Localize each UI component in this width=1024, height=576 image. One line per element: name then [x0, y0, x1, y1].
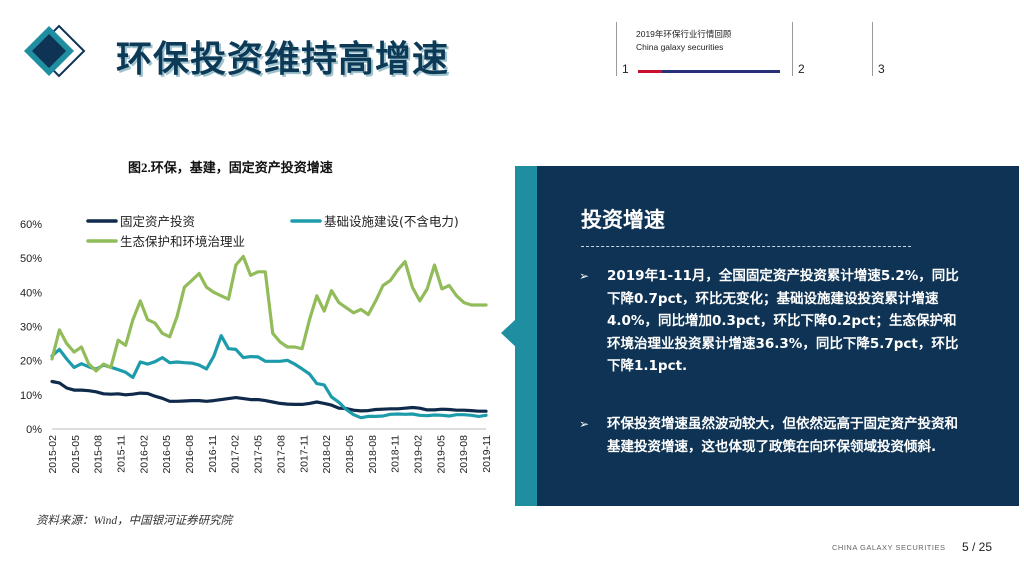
- legend-label: 生态保护和环境治理业: [120, 234, 245, 249]
- report-title: 2019年环保行业行情回顾: [636, 29, 732, 39]
- page-title: 环保投资维持高增速: [116, 39, 450, 80]
- nav-divider: [872, 22, 873, 76]
- panel-divider: [581, 246, 911, 247]
- x-tick-label: 2018-11: [390, 435, 402, 473]
- x-tick-label: 2016-02: [138, 435, 150, 474]
- bullet-item: ➢ 环保投资增速虽然波动较大，但依然远高于固定资产投资和基建投资增速，这也体现了…: [579, 413, 969, 458]
- y-tick-label: 10%: [20, 390, 42, 402]
- nav-section-1[interactable]: 1: [622, 62, 629, 76]
- y-tick-label: 20%: [20, 356, 42, 368]
- line-chart: 0% 10% 20% 30% 40% 50% 60% 2015-02 2015-05 2015-0…: [20, 214, 493, 474]
- x-tick-label: 2015-11: [116, 435, 128, 473]
- x-tick-label: 2015-08: [93, 435, 105, 474]
- x-tick-label: 2019-11: [481, 435, 493, 473]
- x-tick-label: 2019-05: [435, 435, 447, 474]
- nav-section-2[interactable]: 2: [798, 62, 805, 76]
- arrow-bullet-icon: ➢: [579, 417, 590, 431]
- legend-label: 固定资产投资: [120, 214, 195, 229]
- page-indicator[interactable]: 5 / 25: [962, 540, 993, 554]
- summary-panel: 投资增速 ➢ 2019年1-11月，全国固定资产投资累计增速5.2%，同比下降0…: [537, 166, 1019, 506]
- x-tick-label: 2018-02: [321, 435, 333, 474]
- x-tick-label: 2017-11: [298, 435, 310, 473]
- nav-progress-red: [638, 70, 662, 73]
- y-tick-label: 60%: [20, 219, 42, 231]
- chart-title: 图2.环保，基建，固定资产投资增速: [128, 160, 333, 175]
- y-tick-label: 0%: [26, 424, 42, 436]
- x-tick-label: 2015-02: [47, 435, 59, 474]
- bullet-text: 环保投资增速虽然波动较大，但依然远高于固定资产投资和基建投资增速，这也体现了政策…: [607, 416, 958, 455]
- series-line: [50, 254, 488, 373]
- bullet-item: ➢ 2019年1-11月，全国固定资产投资累计增速5.2%，同比下降0.7pct…: [579, 265, 969, 378]
- nav-divider: [616, 22, 617, 76]
- nav-section-3[interactable]: 3: [878, 62, 885, 76]
- x-tick-label: 2019-08: [458, 435, 470, 474]
- panel-accent-stripe: [515, 166, 537, 506]
- x-tick-label: 2016-08: [184, 435, 196, 474]
- panel-pointer: [501, 318, 517, 348]
- x-tick-label: 2018-05: [344, 435, 356, 474]
- x-tick-label: 2017-05: [253, 435, 265, 474]
- nav-divider: [792, 22, 793, 76]
- x-tick-label: 2015-05: [70, 435, 82, 474]
- x-tick-label: 2017-08: [275, 435, 287, 474]
- y-tick-label: 30%: [20, 322, 42, 334]
- x-tick-label: 2018-08: [367, 435, 379, 474]
- section-nav: 2019年环保行业行情回顾 China galaxy securities 1 …: [616, 22, 996, 82]
- legend-label: 基础设施建设(不含电力): [324, 214, 459, 229]
- brand-logo-icon: [24, 24, 86, 78]
- bullet-text: 2019年1-11月，全国固定资产投资累计增速5.2%，同比下降0.7pct，环…: [607, 268, 959, 374]
- panel-heading: 投资增速: [581, 208, 665, 232]
- series-line: [50, 379, 488, 413]
- y-tick-label: 50%: [20, 253, 42, 265]
- x-tick-label: 2016-05: [161, 435, 173, 474]
- nav-progress-blue: [662, 70, 780, 73]
- x-tick-label: 2019-02: [412, 435, 424, 474]
- footer-brand: CHINA GALAXY SECURITIES: [832, 543, 946, 552]
- brand-en: China galaxy securities: [636, 42, 724, 52]
- x-tick-label: 2017-02: [230, 435, 242, 474]
- arrow-bullet-icon: ➢: [579, 269, 590, 283]
- x-tick-label: 2016-11: [207, 435, 219, 473]
- series-line: [50, 334, 488, 420]
- source-note: 资料来源：Wind，中国银河证券研究院: [36, 515, 233, 527]
- y-tick-label: 40%: [20, 287, 42, 299]
